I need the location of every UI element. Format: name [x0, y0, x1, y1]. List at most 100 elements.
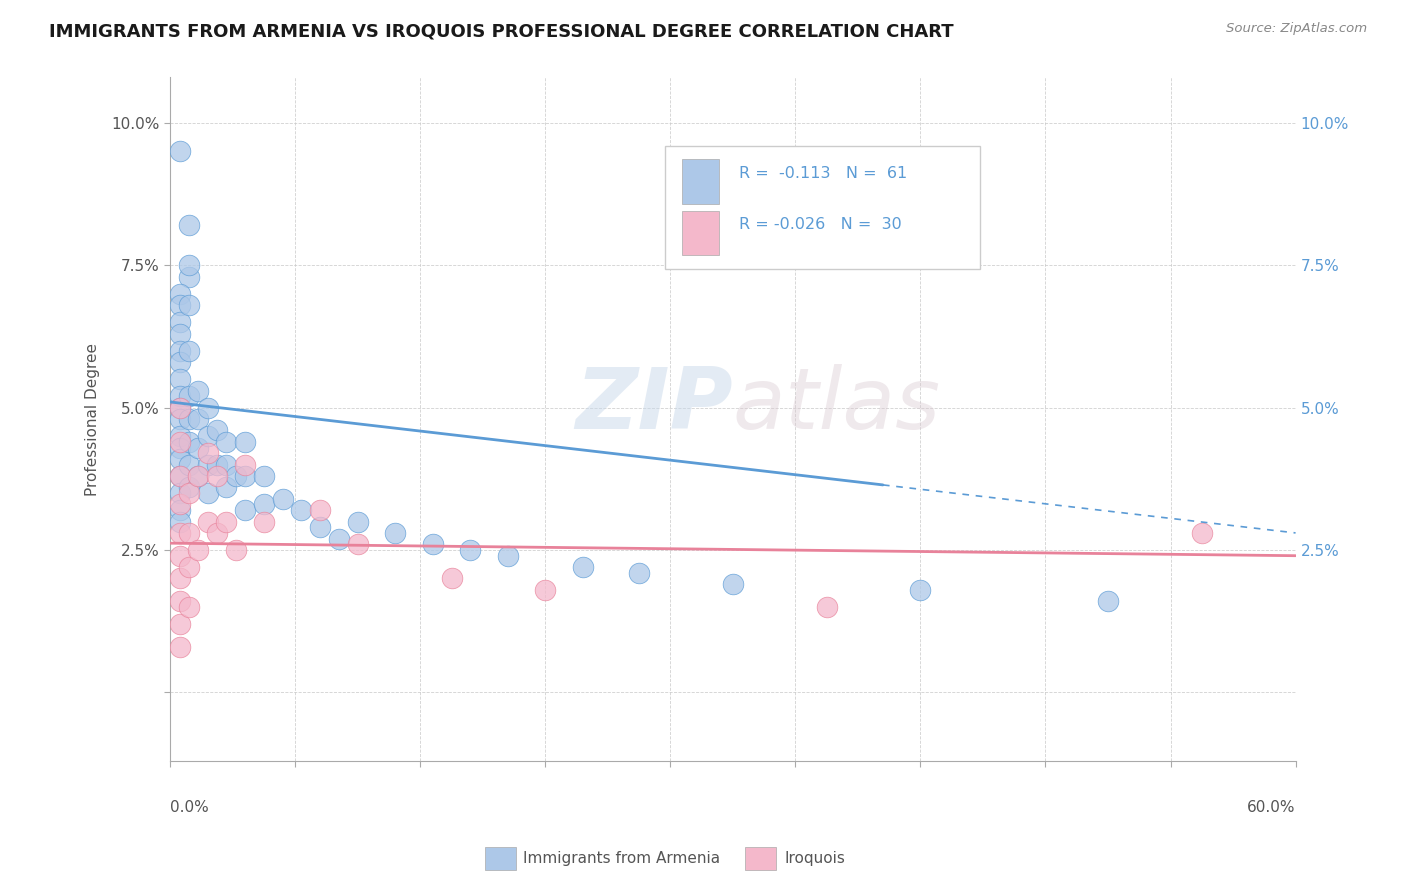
- Point: [205, 458, 228, 472]
- Point: [309, 503, 332, 517]
- Point: [169, 469, 191, 483]
- Point: [225, 469, 247, 483]
- Point: [197, 446, 219, 460]
- Point: [177, 486, 200, 500]
- Point: [496, 549, 519, 563]
- Point: [177, 343, 200, 358]
- Point: [910, 582, 932, 597]
- Point: [177, 480, 200, 494]
- Point: [197, 486, 219, 500]
- Point: [197, 515, 219, 529]
- Point: [233, 458, 256, 472]
- Point: [177, 458, 200, 472]
- Point: [233, 434, 256, 449]
- Point: [187, 543, 209, 558]
- Point: [169, 617, 191, 632]
- Point: [169, 469, 191, 483]
- Point: [169, 401, 191, 415]
- Point: [233, 469, 256, 483]
- Point: [197, 401, 219, 415]
- Point: [384, 525, 406, 540]
- Point: [169, 389, 191, 403]
- Point: [169, 503, 191, 517]
- Point: [169, 326, 191, 341]
- Point: [309, 520, 332, 534]
- Point: [346, 537, 368, 551]
- Point: [572, 560, 595, 574]
- Point: [177, 258, 200, 272]
- Point: [169, 412, 191, 426]
- Point: [346, 515, 368, 529]
- Point: [205, 469, 228, 483]
- Point: [1191, 525, 1213, 540]
- Point: [169, 525, 191, 540]
- Point: [177, 298, 200, 312]
- Bar: [682, 211, 720, 255]
- Text: 60.0%: 60.0%: [1247, 799, 1295, 814]
- Point: [215, 434, 238, 449]
- Point: [628, 566, 651, 580]
- Point: [177, 389, 200, 403]
- Text: Iroquois: Iroquois: [785, 851, 845, 865]
- Point: [205, 525, 228, 540]
- Point: [253, 498, 276, 512]
- Text: atlas: atlas: [733, 364, 941, 447]
- Point: [169, 372, 191, 386]
- Point: [328, 532, 350, 546]
- Point: [177, 434, 200, 449]
- Point: [440, 572, 463, 586]
- Point: [169, 572, 191, 586]
- Point: [169, 594, 191, 608]
- Y-axis label: Professional Degree: Professional Degree: [86, 343, 100, 496]
- Point: [169, 549, 191, 563]
- Point: [169, 441, 191, 455]
- Point: [169, 434, 191, 449]
- Point: [422, 537, 444, 551]
- Text: ZIP: ZIP: [575, 364, 733, 447]
- Point: [253, 469, 276, 483]
- Point: [197, 429, 219, 443]
- Point: [169, 343, 191, 358]
- Point: [205, 424, 228, 438]
- Point: [177, 412, 200, 426]
- Point: [177, 219, 200, 233]
- Text: Source: ZipAtlas.com: Source: ZipAtlas.com: [1226, 22, 1367, 36]
- Point: [169, 515, 191, 529]
- Point: [187, 469, 209, 483]
- Text: R = -0.026   N =  30: R = -0.026 N = 30: [738, 217, 901, 232]
- Point: [177, 269, 200, 284]
- Point: [169, 401, 191, 415]
- Point: [815, 599, 838, 614]
- Point: [215, 480, 238, 494]
- Text: Immigrants from Armenia: Immigrants from Armenia: [523, 851, 720, 865]
- Point: [534, 582, 557, 597]
- Point: [225, 543, 247, 558]
- Point: [458, 543, 481, 558]
- Point: [169, 315, 191, 329]
- Point: [271, 491, 294, 506]
- Text: R =  -0.113   N =  61: R = -0.113 N = 61: [738, 166, 907, 181]
- Text: 0.0%: 0.0%: [170, 799, 209, 814]
- Point: [177, 560, 200, 574]
- Point: [721, 577, 744, 591]
- Point: [215, 515, 238, 529]
- Point: [169, 355, 191, 369]
- Point: [290, 503, 312, 517]
- Point: [169, 451, 191, 466]
- Point: [169, 145, 191, 159]
- Point: [169, 286, 191, 301]
- Point: [169, 486, 191, 500]
- Point: [187, 441, 209, 455]
- Point: [177, 599, 200, 614]
- Bar: [682, 160, 720, 204]
- Point: [215, 458, 238, 472]
- Point: [169, 498, 191, 512]
- Point: [197, 458, 219, 472]
- Point: [169, 640, 191, 654]
- Point: [253, 515, 276, 529]
- Point: [177, 525, 200, 540]
- Point: [169, 298, 191, 312]
- Point: [187, 412, 209, 426]
- Point: [233, 503, 256, 517]
- Point: [169, 429, 191, 443]
